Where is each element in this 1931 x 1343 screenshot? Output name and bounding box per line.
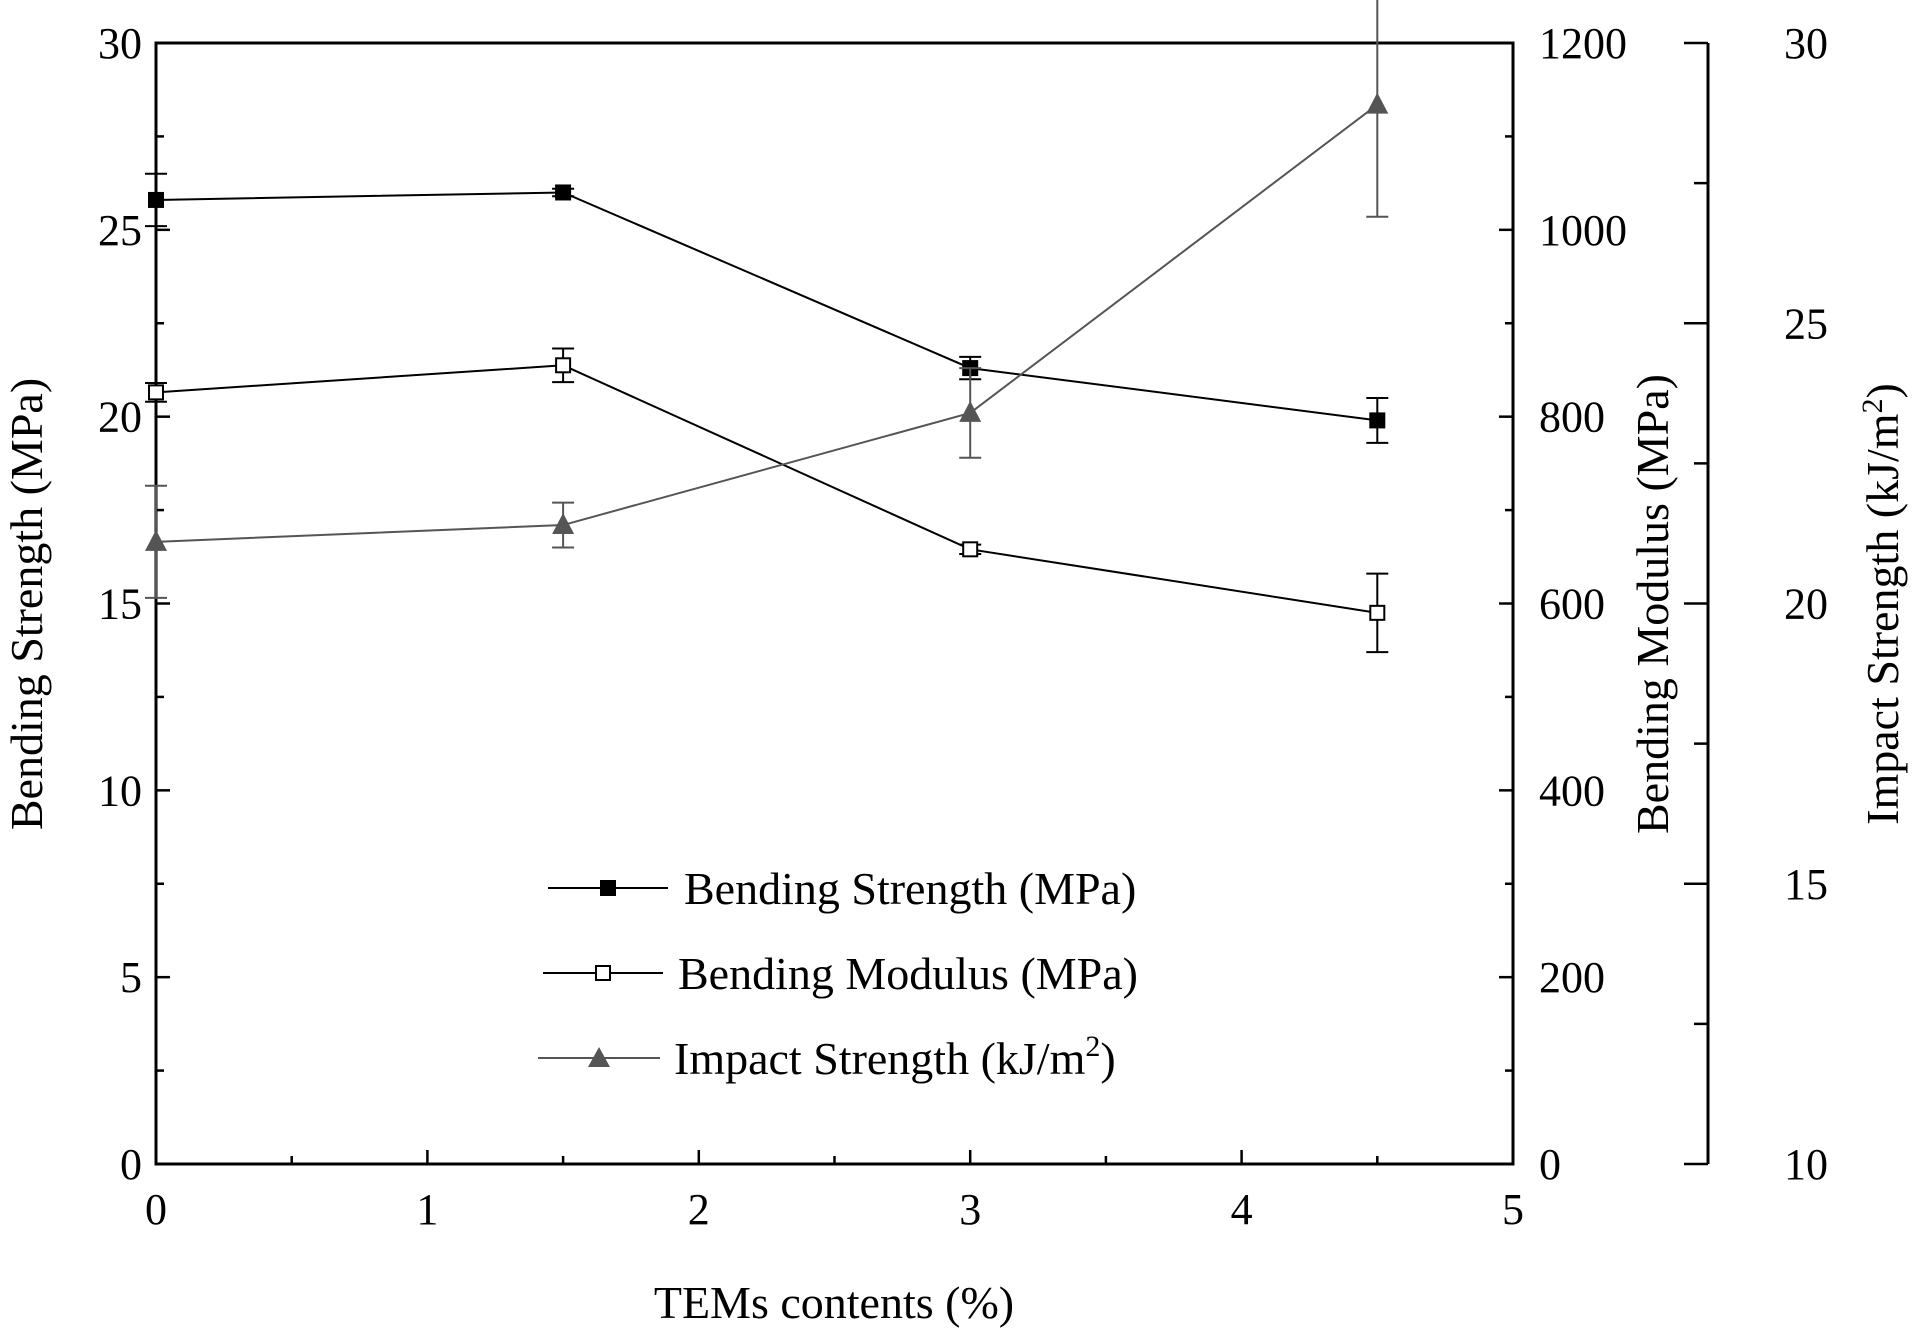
x-tick-label: 3 (959, 1185, 981, 1234)
series-bending-strength-mpa (145, 172, 1389, 444)
series-impact-strength-kj-m (145, 0, 1389, 599)
impact-axis-ticks: 10 15 20 25 30 (1684, 19, 1828, 1189)
legend-label-bending-strength: Bending Strength (MPa) (684, 863, 1136, 914)
data-point (1366, 92, 1389, 114)
legend-marker-impact-strength (588, 1047, 610, 1067)
x-tick-label: 5 (1502, 1185, 1524, 1234)
impact-axis-title: Impact Strength (kJ/m2) (1856, 383, 1908, 825)
legend-label-impact-strength: Impact Strength (kJ/m2) (674, 1030, 1116, 1084)
left-tick-label: 10 (98, 766, 142, 815)
impact-tick-label: 30 (1784, 19, 1828, 68)
data-point (1369, 412, 1386, 429)
modulus-tick-label: 600 (1539, 580, 1605, 629)
legend-item-impact-strength: Impact Strength (kJ/m2) (538, 1030, 1116, 1084)
legend-label-impact-sup: 2 (1085, 1030, 1100, 1063)
left-tick-label: 20 (98, 393, 142, 442)
legend-marker-bending-modulus (595, 965, 611, 981)
modulus-tick-label: 0 (1539, 1140, 1561, 1189)
data-point (959, 400, 982, 422)
left-axis-ticks: 0 5 10 15 20 25 30 (98, 19, 170, 1189)
x-axis-title: TEMs contents (%) (654, 1277, 1014, 1328)
data-point (1369, 604, 1386, 621)
legend-marker-bending-strength (600, 880, 616, 896)
impact-axis-title-main: Impact Strength (kJ/m (1857, 413, 1908, 825)
left-tick-label: 15 (98, 580, 142, 629)
data-point (555, 357, 572, 374)
series-layer (145, 0, 1389, 654)
x-tick-label: 1 (416, 1185, 438, 1234)
left-tick-label: 25 (98, 206, 142, 255)
modulus-tick-label: 1000 (1539, 206, 1627, 255)
series-line (155, 191, 1378, 422)
legend-label-impact-end: ) (1100, 1033, 1115, 1084)
data-point (145, 529, 167, 551)
x-tick-label: 2 (688, 1185, 710, 1234)
data-point (148, 191, 164, 208)
legend-label-impact-main: Impact Strength (kJ/m (674, 1033, 1086, 1084)
impact-tick-label: 25 (1784, 299, 1828, 348)
modulus-tick-label: 200 (1539, 953, 1605, 1002)
impact-tick-label: 15 (1784, 860, 1828, 909)
impact-axis-title-end: ) (1857, 383, 1908, 398)
x-axis-ticks: 0 1 2 3 4 5 (145, 1150, 1524, 1234)
x-tick-label: 0 (145, 1185, 167, 1234)
impact-tick-label: 10 (1784, 1140, 1828, 1189)
impact-tick-label: 20 (1784, 580, 1828, 629)
data-point (552, 513, 575, 535)
modulus-tick-label: 400 (1539, 766, 1605, 815)
modulus-tick-label: 1200 (1539, 19, 1627, 68)
x-tick-label: 4 (1231, 1185, 1253, 1234)
left-tick-label: 5 (120, 953, 142, 1002)
legend-item-bending-strength: Bending Strength (MPa) (548, 863, 1136, 914)
series-line (155, 103, 1378, 543)
data-point (555, 184, 572, 201)
legend-label-bending-modulus: Bending Modulus (MPa) (678, 948, 1138, 999)
data-point (148, 384, 164, 401)
modulus-axis-title: Bending Modulus (MPa) (1627, 374, 1678, 834)
left-axis-title: Bending Strength (MPa) (1, 378, 52, 830)
left-tick-label: 0 (120, 1140, 142, 1189)
legend-item-bending-modulus: Bending Modulus (MPa) (543, 948, 1138, 999)
data-point (962, 541, 979, 558)
modulus-axis-ticks: 0 200 400 600 800 1000 1200 (1499, 19, 1627, 1189)
left-tick-label: 30 (98, 19, 142, 68)
series-bending-modulus-mpa (145, 347, 1389, 654)
impact-axis-title-sup: 2 (1856, 398, 1889, 413)
series-line (155, 364, 1378, 614)
modulus-tick-label: 800 (1539, 393, 1605, 442)
legend: Bending Strength (MPa) Bending Modulus (… (538, 863, 1138, 1084)
